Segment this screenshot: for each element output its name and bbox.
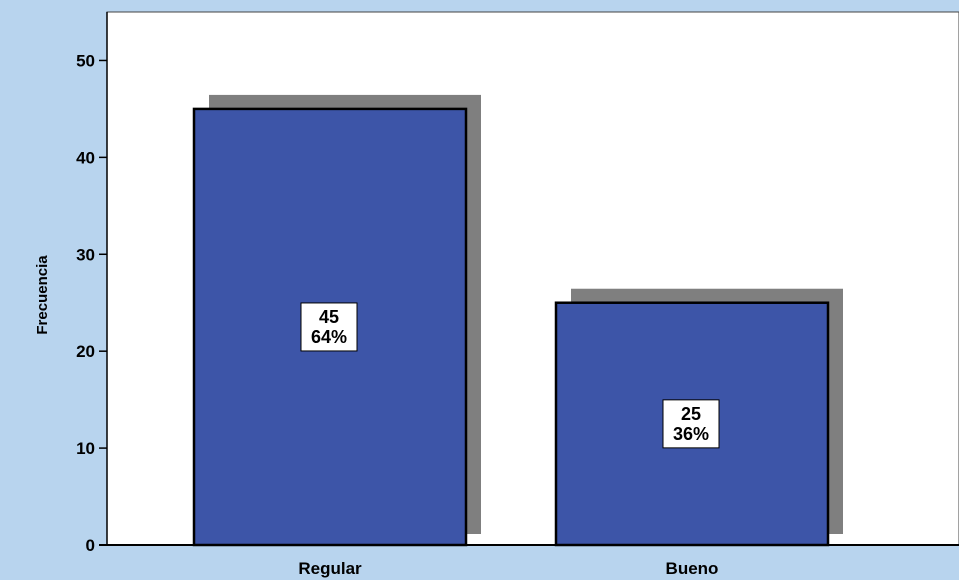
data-label-percent: 36% (673, 424, 709, 444)
x-tick-label: Bueno (666, 559, 719, 578)
data-label-percent: 64% (311, 327, 347, 347)
y-tick-label: 0 (86, 536, 95, 555)
y-tick-label: 40 (76, 148, 95, 167)
data-label-count: 25 (681, 404, 701, 424)
y-tick-label: 30 (76, 245, 95, 264)
data-label-count: 45 (319, 307, 339, 327)
data-label-box (300, 302, 358, 352)
y-tick-label: 10 (76, 439, 95, 458)
y-axis-title: Frecuencia (34, 255, 51, 335)
y-tick-label: 50 (76, 51, 95, 70)
x-tick-label: Regular (298, 559, 362, 578)
data-label-box (662, 399, 720, 449)
y-tick-label: 20 (76, 342, 95, 361)
